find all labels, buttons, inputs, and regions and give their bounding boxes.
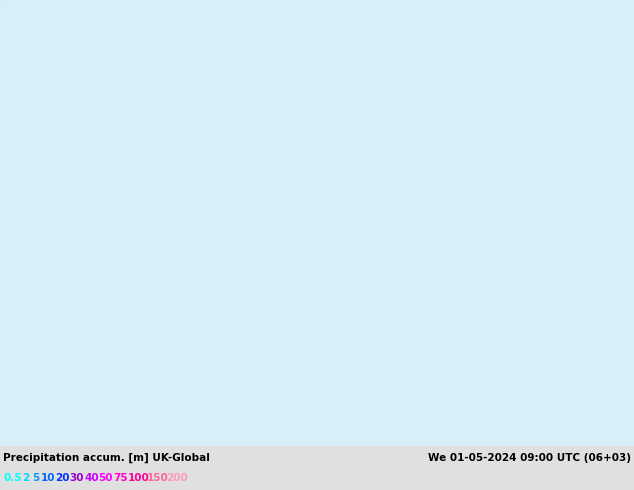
Text: 75: 75	[113, 473, 127, 483]
Text: 100: 100	[127, 473, 149, 483]
Text: 2: 2	[23, 473, 30, 483]
Text: 10: 10	[41, 473, 56, 483]
Text: We 01-05-2024 09:00 UTC (06+03): We 01-05-2024 09:00 UTC (06+03)	[428, 453, 631, 463]
Text: Precipitation accum. [m] UK-Global: Precipitation accum. [m] UK-Global	[3, 453, 210, 463]
Text: 40: 40	[84, 473, 99, 483]
Text: 5: 5	[32, 473, 39, 483]
Text: 200: 200	[167, 473, 188, 483]
Text: 150: 150	[147, 473, 169, 483]
Text: 20: 20	[55, 473, 70, 483]
Text: 50: 50	[99, 473, 113, 483]
Text: 30: 30	[70, 473, 84, 483]
Text: 0.5: 0.5	[3, 473, 22, 483]
